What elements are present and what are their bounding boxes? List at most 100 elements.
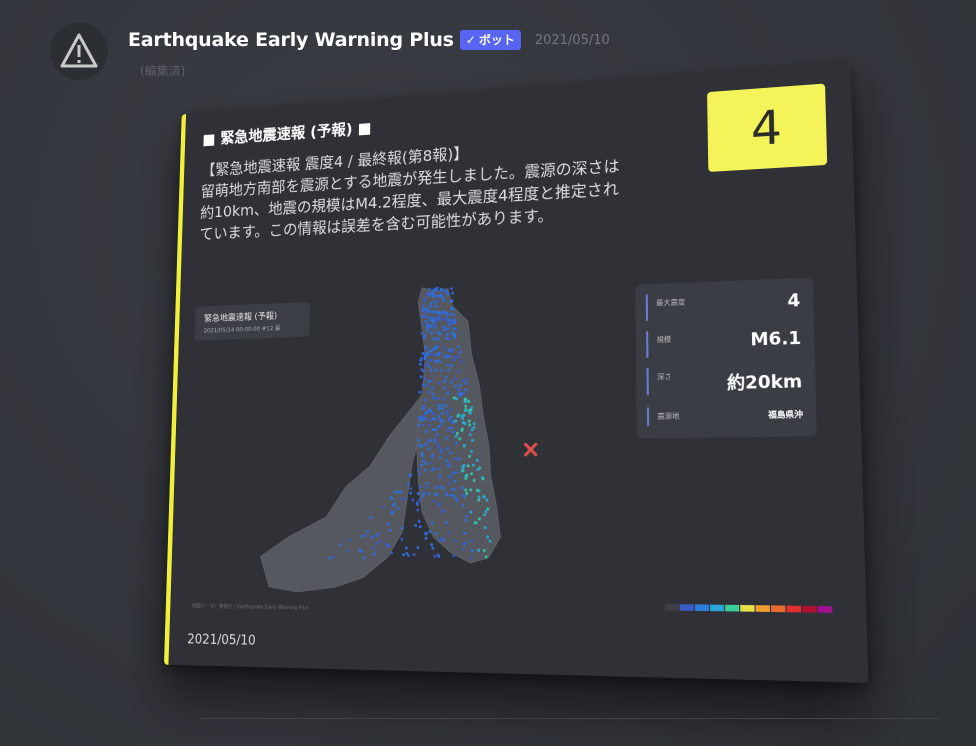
station-dot [468,424,471,427]
station-dot [465,515,468,518]
intensity-map[interactable]: 緊急地震速報 (予報) 2021/05/14 00:00:00 #12 最 最大… [186,270,842,626]
station-dot [447,293,450,296]
station-dot [425,532,428,535]
station-dot [428,366,431,369]
station-dot [471,549,474,552]
station-dot [365,534,368,537]
station-dot [418,444,421,447]
station-dot [456,432,459,435]
scale-swatch [725,605,739,612]
station-dot [454,333,457,336]
station-dot [427,439,430,442]
station-dot [433,413,436,416]
station-dot [435,320,438,323]
embed-title: ■ 緊急地震速報 (予報) ■ [202,115,372,149]
station-dot [465,492,468,495]
station-dot [417,439,420,442]
station-dot [464,409,467,412]
station-dot [440,294,443,297]
station-dot [477,549,480,552]
station-dot [439,477,442,480]
station-dot [430,349,433,352]
station-dot [419,526,422,529]
station-dot [455,329,458,332]
station-dot [433,353,436,356]
station-dot [449,300,452,303]
station-dot [428,425,431,428]
station-dot [418,473,421,476]
station-dot [400,491,403,494]
station-dot [433,317,436,320]
station-dot [482,478,485,481]
station-dot [437,415,440,418]
station-dot [361,550,364,553]
station-dot [446,413,449,416]
station-dot [449,355,452,358]
station-dot [468,409,471,412]
station-dot [406,552,409,555]
station-dot [438,397,441,400]
scale-swatch [695,604,709,611]
station-dot [421,424,424,427]
station-dot [450,408,453,411]
station-dot [445,521,448,524]
scale-swatch [818,606,833,613]
station-dot [470,511,473,514]
station-dot [462,466,465,469]
station-dot [453,336,456,339]
station-dot [420,375,423,378]
station-dot [427,324,430,327]
station-dot [448,463,451,466]
station-dot [458,393,461,396]
station-dot [427,326,430,329]
station-dot [363,557,366,560]
info-value: M6.1 [750,328,801,351]
station-dot [433,347,436,350]
scale-swatch [771,605,786,612]
station-dot [423,315,426,318]
station-dot [448,337,451,340]
station-dot [445,437,448,440]
station-dot [475,521,478,524]
station-dot [437,352,440,355]
station-dot [436,300,439,303]
station-dot [468,420,471,423]
station-dot [438,502,441,505]
station-dot [453,358,456,361]
station-dot [438,505,441,508]
station-dot [425,320,428,323]
station-dot [457,415,460,418]
station-dot [424,378,427,381]
station-dot [485,510,488,513]
station-dot [455,397,458,400]
station-dot [443,310,446,313]
station-dot [452,431,455,434]
station-dot [407,483,410,486]
station-dot [432,338,435,341]
station-dot [455,420,458,423]
station-dot [438,317,441,320]
station-dot [443,318,446,321]
station-dot [450,475,453,478]
info-value: 福島県沖 [768,409,803,421]
station-dot [450,427,453,430]
station-dot [470,540,473,543]
info-depth: 深さ 約20km [646,364,809,395]
station-dot [465,389,468,392]
station-dot [461,428,464,431]
station-dot [426,330,429,333]
station-dot [472,464,475,467]
station-dot [464,405,467,408]
embed-footer-date: 2021/05/10 [187,632,256,648]
station-dot [440,423,443,426]
station-dot [464,401,467,404]
station-dot [429,305,432,308]
station-dot [431,469,434,472]
station-dot [432,292,435,295]
map-label-title: 緊急地震速報 (予報) [204,309,277,324]
station-dot [402,553,405,556]
station-dot [441,407,444,410]
station-dot [473,479,476,482]
station-dot [453,539,456,542]
station-dot [432,393,435,396]
